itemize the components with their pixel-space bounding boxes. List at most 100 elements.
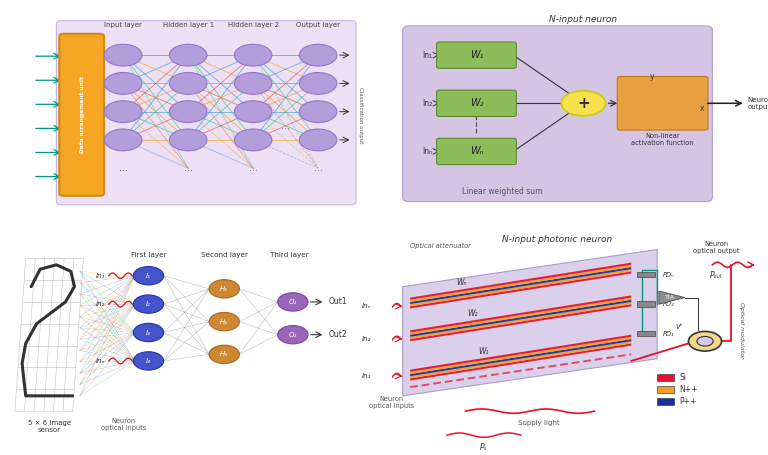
- FancyBboxPatch shape: [59, 34, 104, 196]
- Text: Second layer: Second layer: [200, 252, 248, 258]
- Bar: [637, 272, 655, 277]
- Text: In₂: In₂: [362, 336, 372, 342]
- Text: Vᵇ: Vᵇ: [676, 324, 683, 330]
- Polygon shape: [410, 337, 631, 374]
- Text: Out1: Out1: [329, 298, 348, 306]
- Text: ...: ...: [184, 163, 193, 173]
- Text: I₁: I₁: [146, 273, 151, 279]
- Text: H₂: H₂: [220, 318, 228, 324]
- Polygon shape: [410, 269, 631, 306]
- Text: Linear weighted sum: Linear weighted sum: [462, 187, 542, 196]
- Circle shape: [300, 72, 337, 94]
- FancyBboxPatch shape: [617, 76, 708, 130]
- Text: 5 × 6 image
sensor: 5 × 6 image sensor: [28, 420, 71, 433]
- Text: In₂: In₂: [422, 99, 432, 108]
- Text: y: y: [649, 72, 654, 81]
- Text: In₂: In₂: [96, 301, 105, 307]
- Circle shape: [170, 129, 207, 151]
- Circle shape: [170, 44, 207, 66]
- Text: I₄: I₄: [146, 358, 151, 364]
- Text: Non-linear
activation function: Non-linear activation function: [631, 132, 694, 146]
- Text: In₁: In₁: [96, 273, 105, 279]
- Text: H₃: H₃: [220, 351, 228, 357]
- Polygon shape: [410, 298, 631, 335]
- Circle shape: [300, 44, 337, 66]
- Text: W₁: W₁: [470, 50, 483, 60]
- Circle shape: [278, 325, 308, 344]
- Bar: [637, 331, 655, 336]
- Bar: [657, 374, 674, 380]
- Text: TIA: TIA: [665, 295, 675, 300]
- FancyBboxPatch shape: [437, 42, 516, 68]
- Text: Inₙ: Inₙ: [362, 303, 372, 309]
- Text: Output layer: Output layer: [296, 22, 340, 28]
- Text: P++: P++: [679, 397, 697, 406]
- Text: N-input photonic neuron: N-input photonic neuron: [502, 235, 613, 244]
- Polygon shape: [410, 344, 631, 380]
- Text: ...: ...: [313, 163, 323, 173]
- Text: Neuron
output: Neuron output: [747, 97, 768, 110]
- Text: PD₁: PD₁: [663, 331, 674, 337]
- Text: Classification output: Classification output: [358, 86, 362, 143]
- Text: N-input neuron: N-input neuron: [549, 15, 617, 25]
- Text: Hidden layer 2: Hidden layer 2: [227, 22, 279, 28]
- Circle shape: [209, 345, 240, 364]
- Circle shape: [104, 129, 142, 151]
- Text: +: +: [577, 96, 590, 111]
- Text: H₁: H₁: [220, 286, 228, 292]
- Bar: [657, 386, 674, 393]
- Circle shape: [134, 267, 164, 285]
- Bar: [657, 399, 674, 404]
- Text: Out2: Out2: [329, 330, 348, 339]
- Polygon shape: [402, 249, 657, 396]
- Text: ...: ...: [281, 121, 290, 131]
- Text: Wₙ: Wₙ: [456, 278, 467, 287]
- Circle shape: [688, 331, 722, 351]
- Text: W₂: W₂: [470, 98, 483, 108]
- Text: Third layer: Third layer: [270, 252, 309, 258]
- Circle shape: [300, 101, 337, 122]
- Polygon shape: [410, 295, 631, 333]
- Circle shape: [234, 101, 272, 122]
- Text: W₁: W₁: [478, 347, 489, 356]
- Text: I₃: I₃: [146, 329, 151, 335]
- FancyBboxPatch shape: [56, 20, 356, 205]
- Text: Optical modulator: Optical modulator: [740, 302, 744, 359]
- Circle shape: [300, 129, 337, 151]
- Polygon shape: [410, 302, 631, 339]
- Circle shape: [134, 295, 164, 313]
- Text: First layer: First layer: [131, 252, 166, 258]
- Circle shape: [209, 313, 240, 331]
- Text: Si: Si: [679, 373, 687, 382]
- Polygon shape: [410, 267, 631, 304]
- Polygon shape: [410, 341, 631, 379]
- Text: x: x: [700, 104, 704, 113]
- Text: Neuron
optical inputs: Neuron optical inputs: [369, 396, 414, 409]
- Text: PD₂: PD₂: [663, 301, 674, 307]
- Polygon shape: [410, 300, 631, 337]
- Circle shape: [104, 72, 142, 94]
- Polygon shape: [410, 265, 631, 302]
- Circle shape: [561, 91, 605, 116]
- Text: In₁: In₁: [362, 373, 372, 379]
- Polygon shape: [410, 263, 631, 300]
- Circle shape: [234, 44, 272, 66]
- Text: Pₒᵤₜ: Pₒᵤₜ: [710, 271, 723, 280]
- Circle shape: [697, 336, 713, 346]
- Polygon shape: [410, 304, 631, 341]
- Polygon shape: [410, 335, 631, 372]
- Circle shape: [170, 101, 207, 122]
- Text: Hidden layer 1: Hidden layer 1: [163, 22, 214, 28]
- FancyBboxPatch shape: [437, 90, 516, 116]
- Circle shape: [104, 44, 142, 66]
- FancyBboxPatch shape: [402, 26, 713, 202]
- Text: O₂: O₂: [289, 332, 297, 338]
- Polygon shape: [410, 339, 631, 376]
- Text: O₁: O₁: [289, 299, 297, 305]
- Polygon shape: [659, 291, 685, 304]
- Text: Data arrangement unit: Data arrangement unit: [80, 76, 85, 153]
- Text: Pₛ: Pₛ: [480, 443, 488, 452]
- Text: Wₙ: Wₙ: [470, 147, 483, 157]
- Bar: [637, 301, 655, 307]
- Circle shape: [134, 324, 164, 342]
